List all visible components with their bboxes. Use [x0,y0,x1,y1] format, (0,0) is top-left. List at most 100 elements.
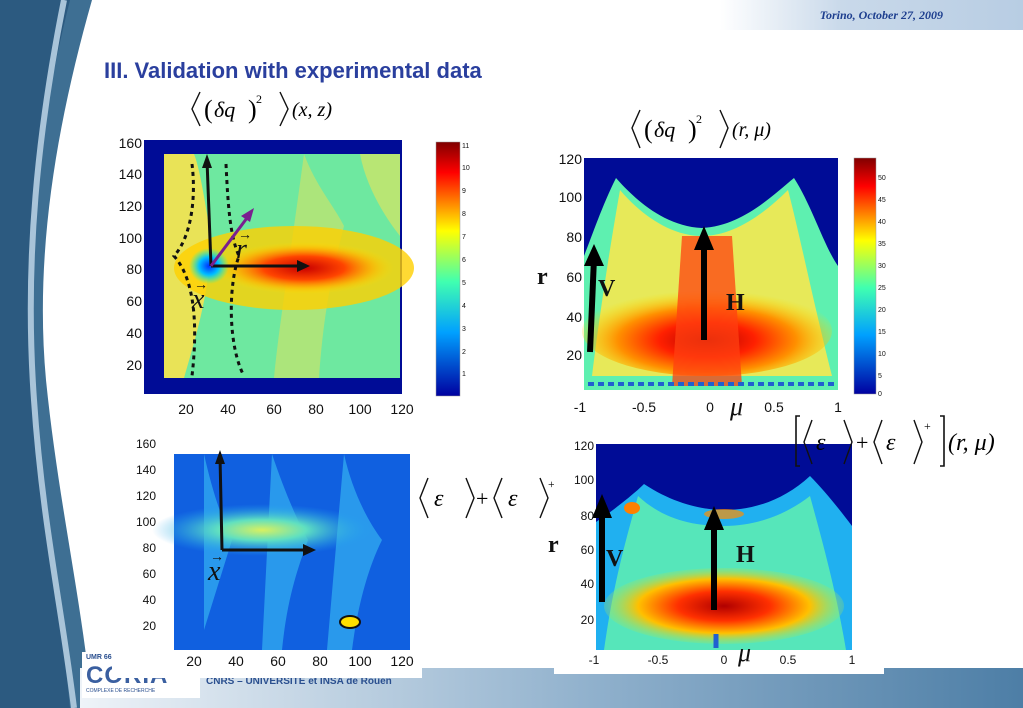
plot-top-left-svg: 160 140 120 100 80 60 40 20 20 40 60 80 … [119,135,470,417]
x-ticks: -1 -0.5 0 0.5 1 [589,653,856,667]
svg-text:+: + [476,486,488,511]
arrow-up [205,159,213,267]
svg-text:100: 100 [559,189,583,205]
svg-text:2: 2 [696,112,702,126]
svg-text:7: 7 [462,234,466,241]
svg-text:80: 80 [143,541,157,555]
annotation-x: x → [192,278,208,315]
arrow-r-vector [209,213,252,267]
svg-text:120: 120 [136,489,156,503]
colorbar-ticks-top-right: 50 45 40 35 30 25 20 15 10 5 0 [878,175,886,398]
svg-text:60: 60 [566,269,582,285]
label-V-top: V [598,276,616,302]
svg-text:+: + [924,419,931,433]
svg-text:6: 6 [462,257,466,264]
svg-text:10: 10 [878,351,886,358]
svg-text:40: 40 [143,593,157,607]
axis-label-mu-top: μ [730,392,744,421]
plot-bottom-left: 160 140 120 100 80 60 40 20 20 40 60 80 … [112,430,422,678]
svg-text:40: 40 [228,653,244,669]
footer-text: CNRS – UNIVERSITE et INSA de Rouen [206,676,392,687]
svg-text:100: 100 [348,401,372,417]
svg-text:60: 60 [581,543,595,557]
label-H-bottom: H [736,542,755,568]
svg-text:100: 100 [136,515,156,529]
label-V-bottom: V [606,546,624,572]
svg-text:(: ( [204,95,213,124]
svg-text:0: 0 [706,399,714,415]
svg-text:8: 8 [462,211,466,218]
svg-text:120: 120 [574,439,594,453]
svg-text:80: 80 [308,401,324,417]
svg-text:-0.5: -0.5 [632,399,656,415]
x-ticks: -1 -0.5 0 0.5 1 [574,399,842,415]
left-decorative-band [0,0,110,708]
svg-text:20: 20 [186,653,202,669]
svg-text:ε: ε [816,430,826,456]
svg-text:ε: ε [434,486,444,512]
svg-text:2: 2 [462,349,466,356]
svg-text:120: 120 [390,653,414,669]
svg-text:20: 20 [566,347,582,363]
svg-text:+: + [856,430,868,455]
svg-text:δq: δq [654,117,675,142]
annotation-x-bottom: x → [208,550,224,587]
svg-text:100: 100 [348,653,372,669]
svg-text:60: 60 [266,401,282,417]
svg-text:0.5: 0.5 [764,399,784,415]
svg-text:20: 20 [178,401,194,417]
svg-text:100: 100 [574,473,594,487]
svg-text:25: 25 [878,285,886,292]
svg-text:(r, μ): (r, μ) [948,430,995,456]
annotation-r: r → [236,228,252,265]
svg-text:0: 0 [721,653,728,667]
svg-text:0: 0 [878,391,882,398]
svg-text:100: 100 [119,230,143,246]
svg-text:2: 2 [256,92,262,106]
svg-text:40: 40 [566,309,582,325]
svg-text:80: 80 [566,229,582,245]
formula-top-right: ( δq ) 2 (r, μ) [631,109,771,149]
svg-text:9: 9 [462,188,466,195]
svg-text:-1: -1 [589,653,600,667]
svg-text:140: 140 [136,463,156,477]
svg-text:20: 20 [143,619,157,633]
svg-text:40: 40 [126,325,142,341]
svg-text:1: 1 [462,371,466,378]
colorbar [853,157,877,395]
svg-text:45: 45 [878,197,886,204]
svg-text:80: 80 [312,653,328,669]
colorbar-ticks: 11 10 9 8 7 6 5 4 3 2 1 [462,143,470,378]
svg-text:35: 35 [878,241,886,248]
svg-text:4: 4 [462,303,466,310]
svg-text:80: 80 [126,261,142,277]
label-H-top: H [726,290,745,316]
x-ticks: 20 40 60 80 100 120 [186,653,414,669]
svg-text:(: ( [644,115,653,144]
x-ticks: 20 40 60 80 100 120 [178,401,414,417]
y-ticks: 120 100 80 60 40 20 [559,151,583,363]
header-date: Torino, October 27, 2009 [819,8,943,22]
svg-text:1: 1 [849,653,856,667]
svg-text:60: 60 [143,567,157,581]
svg-text:160: 160 [119,135,143,151]
axis-label-r-top: r [537,264,548,290]
svg-text:(r, μ): (r, μ) [732,119,771,141]
dotted-boundary-left [171,163,197,377]
plot-top-right-svg: 120 100 80 60 40 20 -1 -0.5 0 0.5 1 [559,151,877,415]
plot-bottom-right: 120 100 80 60 40 20 -1 -0.5 0 0.5 1 [554,430,884,674]
svg-text:120: 120 [559,151,583,167]
svg-text:ε: ε [508,486,518,512]
y-ticks: 120 100 80 60 40 20 [574,439,594,627]
arrow-V [587,257,597,353]
header-bar [720,0,1023,30]
svg-text:): ) [248,95,257,124]
svg-text:140: 140 [119,166,143,182]
svg-text:20: 20 [581,613,595,627]
svg-text:ε: ε [886,430,896,456]
axis-label-r-bottom: r [548,532,559,558]
formula-epsilon-right: ε + ε + (r, μ) [795,415,995,467]
plot-bottom-right-svg: 120 100 80 60 40 20 -1 -0.5 0 0.5 1 [574,439,856,667]
svg-text:+: + [548,477,555,491]
svg-text:10: 10 [462,165,470,172]
